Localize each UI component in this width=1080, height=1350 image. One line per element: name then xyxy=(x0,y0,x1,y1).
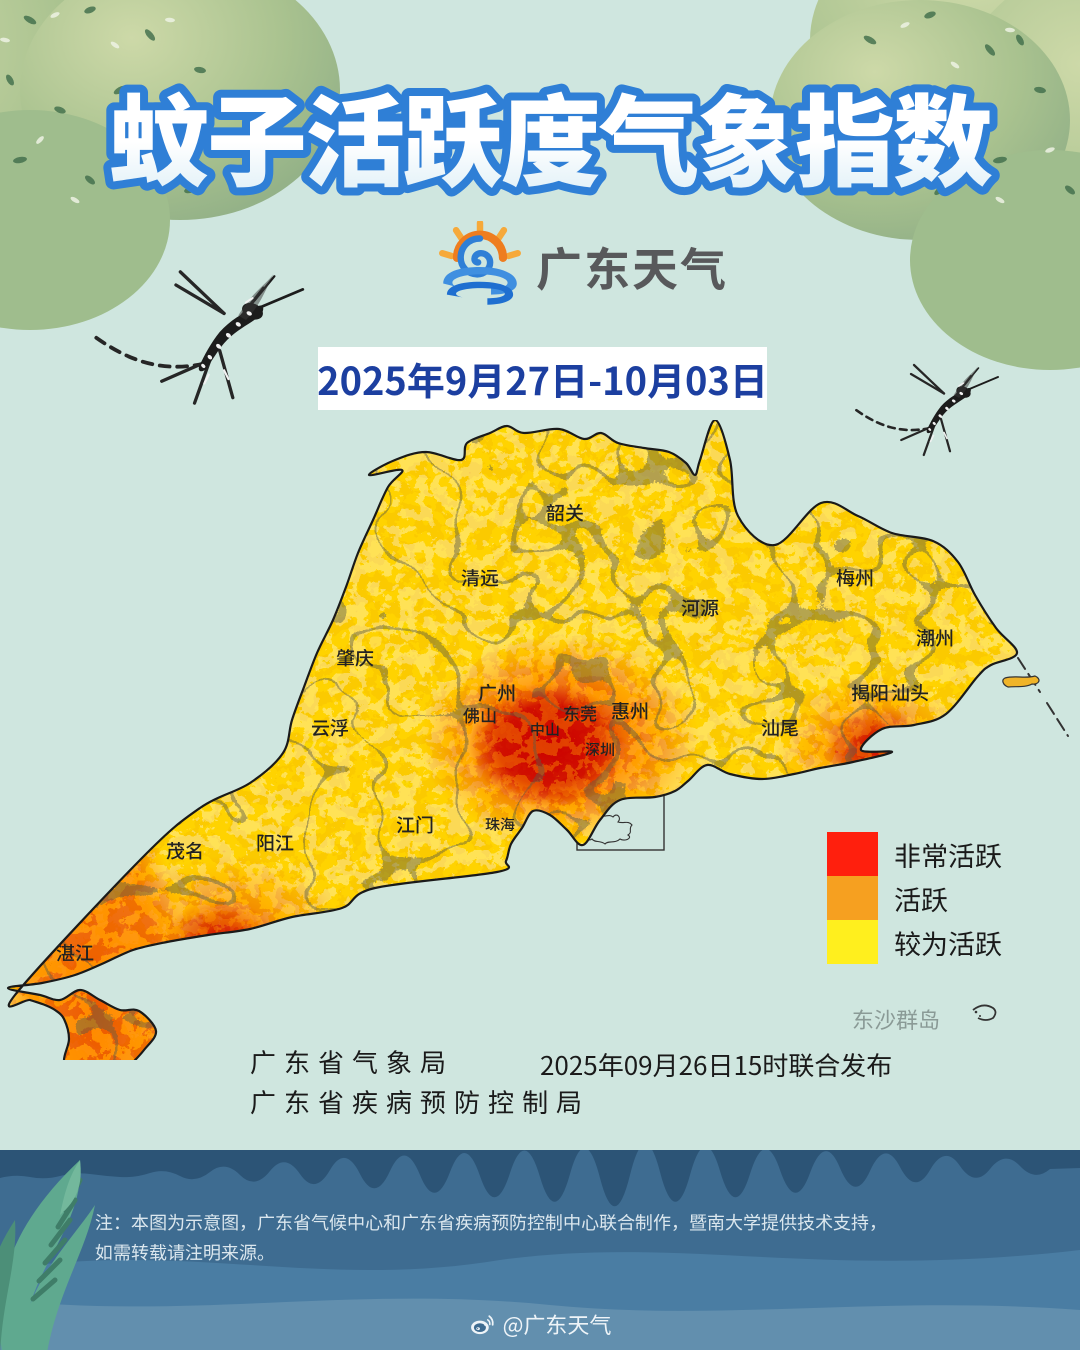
svg-text:揭阳: 揭阳 xyxy=(851,679,889,706)
svg-text:江门: 江门 xyxy=(396,811,434,838)
svg-text:湛江: 湛江 xyxy=(56,939,94,966)
svg-text:珠海: 珠海 xyxy=(485,814,515,835)
svg-text:阳江: 阳江 xyxy=(256,829,294,856)
svg-text:肇庆: 肇庆 xyxy=(336,644,374,671)
svg-text:汕尾: 汕尾 xyxy=(761,714,799,741)
svg-text:潮州: 潮州 xyxy=(916,624,954,651)
svg-text:清远: 清远 xyxy=(461,564,499,591)
svg-text:中山: 中山 xyxy=(530,719,560,740)
svg-text:汕头: 汕头 xyxy=(891,679,929,706)
svg-text:佛山: 佛山 xyxy=(463,702,497,727)
svg-text:茂名: 茂名 xyxy=(166,837,204,864)
svg-text:惠州: 惠州 xyxy=(611,697,649,724)
svg-text:云浮: 云浮 xyxy=(311,714,349,741)
svg-text:韶关: 韶关 xyxy=(546,499,584,526)
svg-text:深圳: 深圳 xyxy=(585,739,615,760)
svg-text:河源: 河源 xyxy=(681,594,719,621)
svg-text:东莞: 东莞 xyxy=(563,700,597,725)
svg-text:蚊子活跃度气象指数: 蚊子活跃度气象指数 xyxy=(109,68,992,207)
svg-text:梅州: 梅州 xyxy=(836,564,874,591)
